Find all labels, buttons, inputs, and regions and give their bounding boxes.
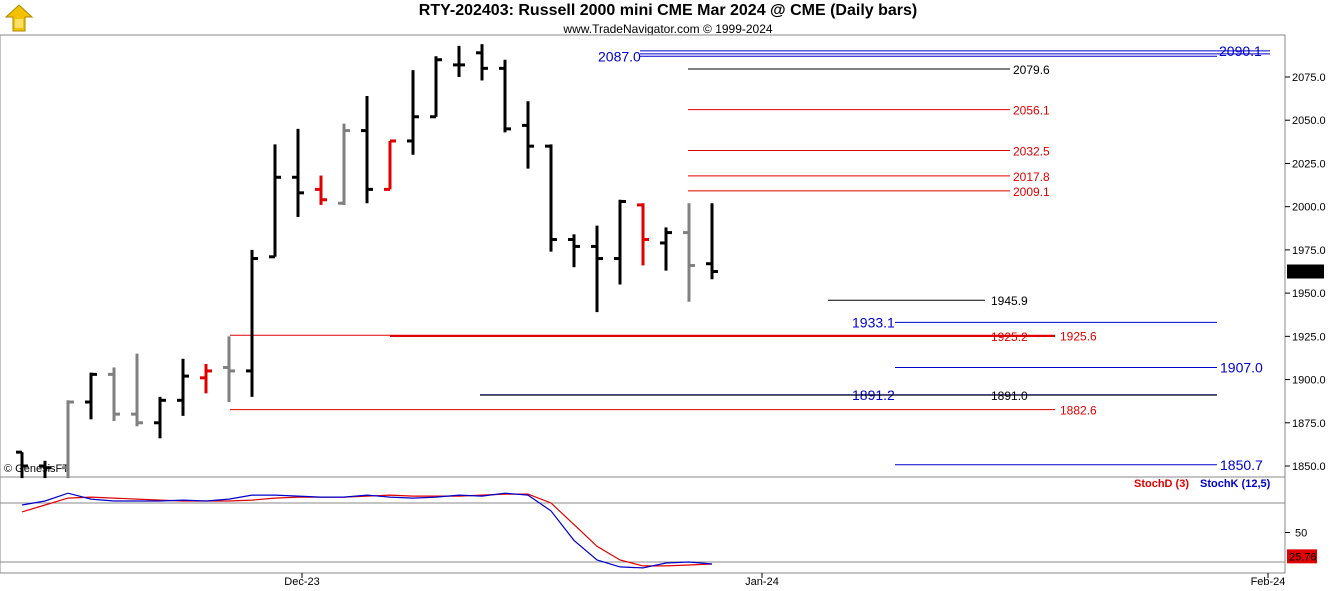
price-level-label: 1891.0 (991, 389, 1028, 403)
last-price-label: 1962.5 (1290, 267, 1324, 279)
price-axis-tick-label: 2025.0 (1292, 158, 1326, 170)
stoch-legend-label: StochD (3) (1134, 478, 1189, 490)
time-axis: Dec-23 Jan-24 Feb-24 (284, 573, 1285, 588)
price-level-label: 1933.1 (852, 314, 895, 330)
price-level-label: 2079.6 (1013, 63, 1050, 77)
price-level-label: 1850.7 (1220, 457, 1263, 473)
time-axis-tick-label: Jan-24 (745, 576, 779, 588)
stoch-last-value-label: 25.76 (1289, 551, 1317, 563)
trade-navigator-logo-icon (4, 4, 34, 32)
stoch-line (21, 492, 713, 569)
stoch-panel-border (0, 476, 1286, 574)
chart-subtitle: www.TradeNavigator.com © 1999-2024 (563, 22, 773, 36)
price-level-label: 2090.1 (1219, 43, 1262, 59)
stochastic-panel: StochD (3) StochK (12,5) 50 25.76 (21, 478, 1317, 569)
price-level-label: 1925.2 (991, 330, 1028, 344)
price-axis-tick-label: 2050.0 (1292, 115, 1326, 127)
stoch-line (21, 493, 713, 567)
price-level-label: 1907.0 (1220, 359, 1263, 375)
chart-frame (0, 34, 1286, 574)
time-axis-tick-label: Dec-23 (284, 576, 319, 588)
price-axis-tick-label: 2000.0 (1292, 202, 1326, 214)
price-level-label: 2009.1 (1013, 185, 1050, 199)
stoch-last-value-box (1287, 549, 1317, 564)
price-level-label: 1882.6 (1060, 404, 1097, 418)
price-level-label: 1925.6 (1060, 329, 1097, 343)
price-level-label: 1945.9 (991, 294, 1028, 308)
price-axis-tick-label: 1950.0 (1292, 288, 1326, 300)
price-axis-tick-label: 2075.0 (1292, 72, 1326, 84)
stoch-legend-label: StochK (12,5) (1200, 478, 1271, 490)
chart-title: RTY-202403: Russell 2000 mini CME Mar 20… (418, 2, 918, 19)
price-axis: 1850.0 1875.0 1900.0 1925.0 1950.0 1975.0 2000… (1285, 72, 1326, 473)
price-bars (16, 44, 718, 479)
last-price-box (1287, 264, 1324, 279)
copyright-label: © GenesisFT (4, 463, 69, 475)
stoch-axis-tick-label: 50 (1295, 528, 1307, 540)
price-levels: 2090.1 2087.0 2079.6 2056.1 2032.5 2017.82009… (230, 43, 1270, 473)
price-axis-tick-label: 1925.0 (1292, 331, 1326, 343)
price-level-label: 2032.5 (1013, 144, 1050, 158)
price-axis-tick-label: 1975.0 (1292, 245, 1326, 257)
price-level-label: 2087.0 (598, 48, 641, 64)
price-level-label: 2056.1 (1013, 104, 1050, 118)
price-axis-tick-label: 1875.0 (1292, 418, 1326, 430)
price-axis-tick-label: 1850.0 (1292, 461, 1326, 473)
time-axis-tick-label: Feb-24 (1251, 576, 1286, 588)
price-axis-tick-label: 1900.0 (1292, 375, 1326, 387)
price-level-label: 2017.8 (1013, 170, 1050, 184)
